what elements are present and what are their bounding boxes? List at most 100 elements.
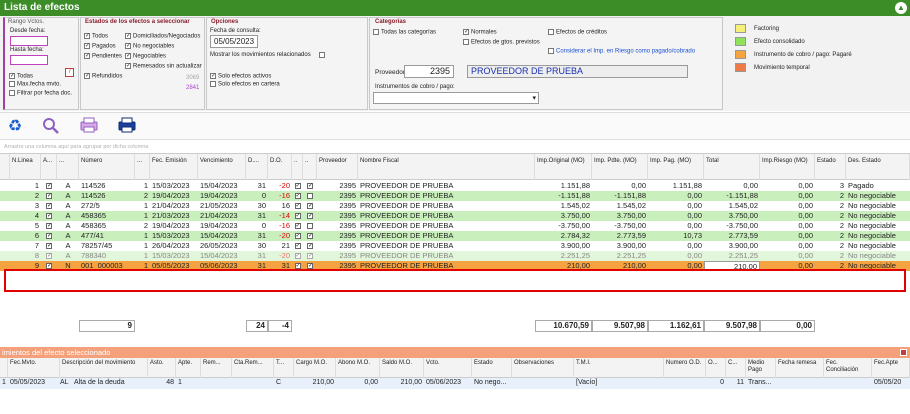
row-checkbox[interactable]: ✓ xyxy=(41,251,57,261)
instrumentos-select[interactable]: ▾ xyxy=(373,92,539,104)
collapse-up-icon[interactable]: ▲ xyxy=(895,2,907,14)
row-checkbox[interactable]: ✓ xyxy=(41,241,57,251)
row-checkbox[interactable]: ✓ xyxy=(303,231,317,241)
row-checkbox[interactable]: ✓ xyxy=(303,251,317,261)
mostrar-movimientos-checkbox[interactable] xyxy=(319,52,327,59)
detail-col-header[interactable]: Descripción del movimiento xyxy=(60,358,148,378)
row-checkbox[interactable]: ✓ xyxy=(41,201,57,211)
detail-col-header[interactable]: Abono M.O. xyxy=(336,358,380,378)
row-checkbox[interactable]: ✓ xyxy=(303,211,317,221)
solo-cartera-checkbox[interactable]: Solo efectos en cartera xyxy=(210,81,280,88)
solo-activos-checkbox[interactable]: ✓ Solo efectos activos xyxy=(210,73,272,80)
pendientes-checkbox[interactable]: ✓ Pendientes xyxy=(84,53,123,60)
table-row[interactable]: 9 ✓ N 001_000003 1 05/05/2023 05/06/2023 31 31 ✓ ✓… xyxy=(0,261,910,271)
hasta-input[interactable] xyxy=(10,55,48,65)
col-header[interactable]: Imp. Pag. (MO) xyxy=(648,154,704,180)
table-row[interactable]: 7 ✓ A 78257/45 1 26/04/2023 26/05/2023 30 21 ✓ ✓ 23… xyxy=(0,241,910,251)
col-header[interactable]: Fec. Emisión xyxy=(150,154,198,180)
col-header[interactable]: Imp.Riesgo (MO) xyxy=(760,154,815,180)
row-checkbox[interactable]: ✓ xyxy=(292,201,303,211)
detail-col-header[interactable]: Numero O.D. xyxy=(664,358,706,378)
col-header[interactable]: Vencimiento xyxy=(198,154,246,180)
desde-input[interactable] xyxy=(10,36,48,46)
row-checkbox[interactable]: ✓ xyxy=(292,221,303,231)
detail-col-header[interactable]: Fecha remesa xyxy=(776,358,824,378)
col-header[interactable]: Estado xyxy=(815,154,846,180)
max-fecha-checkbox[interactable]: Max.fecha mvto. xyxy=(9,81,61,88)
detail-col-header[interactable]: T... xyxy=(274,358,294,378)
proveedor-code-input[interactable]: 2395 xyxy=(404,65,454,78)
col-header[interactable]: D.... xyxy=(246,154,268,180)
row-checkbox[interactable]: ✓ xyxy=(303,201,317,211)
col-header[interactable]: .. xyxy=(292,154,303,180)
col-header[interactable]: A... xyxy=(41,154,57,180)
detail-col-header[interactable]: Fec.Apte xyxy=(872,358,910,378)
row-checkbox[interactable] xyxy=(303,191,317,201)
detail-col-header[interactable]: Cargo M.O. xyxy=(294,358,336,378)
col-header[interactable]: ... xyxy=(57,154,79,180)
col-header[interactable]: Imp.Original (MO) xyxy=(535,154,592,180)
detail-col-header[interactable]: O... xyxy=(706,358,726,378)
creditos-checkbox[interactable]: Efectos de créditos xyxy=(548,29,607,36)
row-checkbox[interactable]: ✓ xyxy=(292,231,303,241)
row-checkbox[interactable]: ✓ xyxy=(292,251,303,261)
search-icon[interactable] xyxy=(40,117,62,137)
row-checkbox[interactable]: ✓ xyxy=(292,191,303,201)
row-checkbox[interactable]: ✓ xyxy=(303,241,317,251)
row-checkbox[interactable]: ✓ xyxy=(41,231,57,241)
pagados-checkbox[interactable]: ✓ Pagados xyxy=(84,43,116,50)
recycle-icon[interactable]: ♻ xyxy=(7,118,23,135)
calendar-icon[interactable]: 7 xyxy=(65,68,74,77)
row-checkbox[interactable]: ✓ xyxy=(41,211,57,221)
table-row[interactable]: 5 ✓ A 458365 2 19/04/2023 19/04/2023 0 -16 ✓ 2395 P… xyxy=(0,221,910,231)
table-row[interactable]: 2 ✓ A 114526 2 19/04/2023 19/04/2023 0 -16 ✓ 2395 P… xyxy=(0,191,910,201)
table-row[interactable]: 6 ✓ A 477/41 1 15/03/2023 15/04/2023 31 -20 ✓ ✓ 239… xyxy=(0,231,910,241)
col-header[interactable]: D.O. xyxy=(268,154,292,180)
col-header[interactable]: Proveedor xyxy=(317,154,358,180)
row-checkbox[interactable]: ✓ xyxy=(41,221,57,231)
detail-col-header[interactable]: Asto. xyxy=(148,358,176,378)
detail-col-header[interactable]: C... xyxy=(726,358,746,378)
col-header[interactable]: Imp. Pdte. (MO) xyxy=(592,154,648,180)
row-checkbox[interactable]: ✓ xyxy=(292,211,303,221)
row-checkbox[interactable]: ✓ xyxy=(41,191,57,201)
table-row[interactable]: 8 ✓ A 788340 1 15/03/2023 15/04/2023 31 -20 ✓ ✓ 239… xyxy=(0,251,910,261)
detail-col-header[interactable]: Cta.Rem... xyxy=(232,358,274,378)
row-checkbox[interactable]: ✓ xyxy=(292,241,303,251)
row-checkbox[interactable]: ✓ xyxy=(292,181,303,191)
detail-close-icon[interactable] xyxy=(900,349,907,356)
detail-col-header[interactable]: Estado xyxy=(472,358,512,378)
no-negociables-checkbox[interactable]: ✓ No negociables xyxy=(125,43,175,50)
detail-col-header[interactable]: Vcto. xyxy=(424,358,472,378)
detail-col-header[interactable]: Medio Pago xyxy=(746,358,776,378)
col-header[interactable]: Des. Estado xyxy=(846,154,910,180)
detail-row[interactable]: 1 05/05/2023 AL Alta de la deuda 48 1 C … xyxy=(0,378,910,389)
print-preview-icon[interactable] xyxy=(78,117,100,137)
table-row[interactable]: 4 ✓ A 458365 1 21/03/2023 21/04/2023 31 -14 ✓ ✓ 239… xyxy=(0,211,910,221)
row-checkbox[interactable]: ✓ xyxy=(303,261,317,271)
col-header[interactable]: Nombre Fiscal xyxy=(358,154,535,180)
detail-col-header[interactable]: Fec. Conciliación xyxy=(824,358,872,378)
fecha-consulta-input[interactable]: 05/05/2023 xyxy=(210,35,258,48)
row-checkbox[interactable] xyxy=(303,221,317,231)
negociables-checkbox[interactable]: ✓ Negociables xyxy=(125,53,167,60)
col-header[interactable]: Total xyxy=(704,154,760,180)
refundidos-checkbox[interactable]: ✓ Refundidos xyxy=(84,73,123,80)
gtos-previstos-checkbox[interactable]: Efectos de gtos. previstos xyxy=(463,39,540,46)
detail-col-header[interactable]: Saldo M.O. xyxy=(380,358,424,378)
row-checkbox[interactable]: ✓ xyxy=(303,181,317,191)
row-checkbox[interactable]: ✓ xyxy=(292,261,303,271)
detail-col-header[interactable]: T.M.I. xyxy=(574,358,664,378)
todos-checkbox[interactable]: ✓ Todos xyxy=(84,33,109,40)
detail-col-header[interactable]: Observaciones xyxy=(512,358,574,378)
domiciliados-checkbox[interactable]: ✓ Domiciliados/Negociados xyxy=(125,33,201,40)
riesgo-checkbox[interactable]: Considerar el Imp. en Riesgo como pagado… xyxy=(548,48,695,55)
table-row[interactable]: 1 ✓ A 114526 1 15/03/2023 15/04/2023 31 -20 ✓ ✓ 239… xyxy=(0,181,910,191)
detail-col-header[interactable]: Fec.Mvto. xyxy=(8,358,60,378)
detail-col-header[interactable]: Apte. xyxy=(176,358,201,378)
detail-col-header[interactable]: Rem... xyxy=(201,358,232,378)
print-icon[interactable] xyxy=(116,117,138,137)
col-header[interactable]: N.Linea xyxy=(10,154,41,180)
col-header[interactable]: Número xyxy=(79,154,135,180)
todas-checkbox[interactable]: ✓ Todas xyxy=(9,73,34,80)
